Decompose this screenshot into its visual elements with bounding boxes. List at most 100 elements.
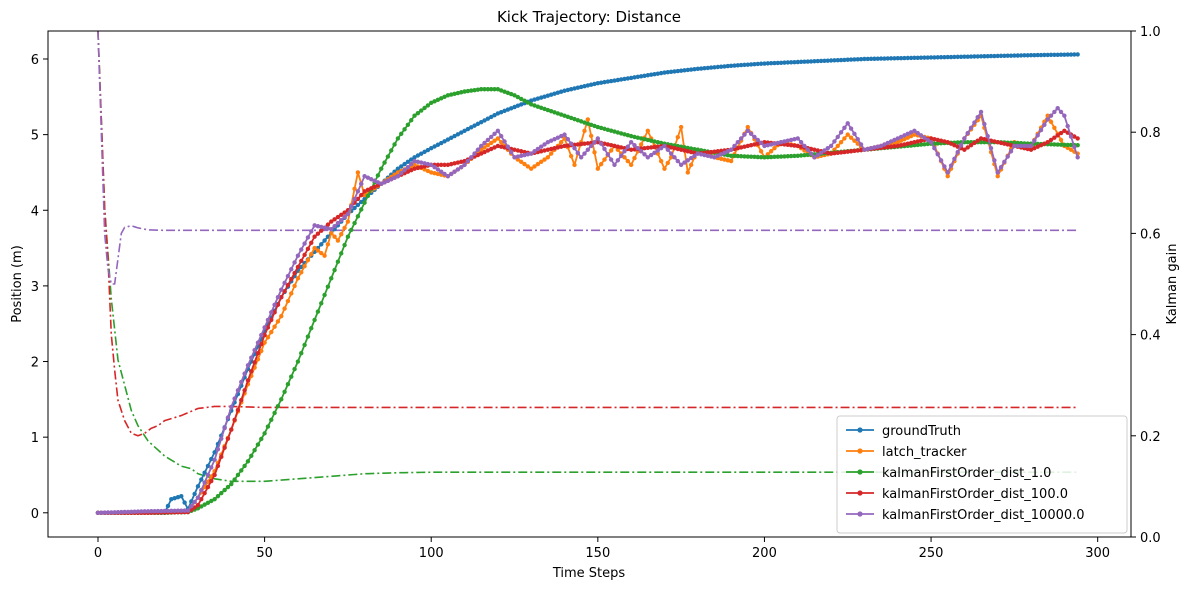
data-point	[795, 143, 800, 149]
legend-item: kalmanFirstOrder_dist_10000.0	[846, 508, 1085, 523]
data-point	[489, 140, 494, 146]
data-point	[745, 154, 750, 159]
data-point	[738, 62, 744, 68]
data-point	[452, 91, 457, 96]
data-point	[835, 143, 840, 149]
data-point	[382, 180, 387, 185]
data-point	[332, 234, 337, 239]
data-point	[282, 306, 287, 311]
data-point	[645, 73, 651, 78]
data-point	[285, 382, 291, 387]
data-point	[475, 121, 481, 127]
y-tick-label: 0	[31, 507, 39, 522]
data-point	[595, 124, 601, 130]
data-point	[1008, 143, 1014, 148]
data-point	[515, 157, 521, 162]
data-point	[345, 211, 351, 217]
data-point	[528, 151, 534, 156]
data-point	[395, 170, 401, 175]
data-point	[675, 134, 681, 140]
data-point	[429, 162, 434, 168]
data-point	[309, 251, 314, 257]
data-point	[532, 97, 537, 102]
data-point	[1048, 137, 1054, 143]
data-point	[668, 145, 674, 150]
data-point	[245, 459, 251, 464]
data-point	[982, 136, 987, 142]
data-point	[992, 158, 997, 163]
y-tick-label: 2	[31, 356, 39, 371]
data-point	[678, 147, 684, 152]
data-point	[465, 126, 471, 132]
data-point	[812, 155, 817, 160]
data-point	[558, 139, 564, 145]
data-point	[615, 144, 621, 149]
data-point	[315, 231, 321, 236]
data-point	[459, 90, 464, 95]
data-point	[675, 68, 681, 74]
data-point	[262, 340, 267, 345]
data-point	[995, 53, 1000, 59]
data-point	[718, 148, 724, 154]
data-point	[1045, 139, 1050, 145]
data-point	[932, 55, 937, 60]
data-point	[402, 161, 407, 167]
data-point	[718, 156, 724, 162]
data-point	[978, 109, 984, 115]
data-point	[592, 139, 597, 145]
data-point	[479, 143, 484, 149]
data-point	[272, 310, 277, 315]
data-point	[785, 60, 790, 65]
data-point	[145, 509, 151, 514]
data-point	[572, 116, 577, 122]
data-point	[292, 260, 297, 265]
data-point	[452, 161, 457, 166]
data-point	[888, 56, 894, 61]
data-point	[728, 153, 734, 158]
x-tick-label: 150	[585, 546, 610, 561]
data-point	[828, 151, 834, 156]
data-point	[235, 407, 241, 413]
data-point	[655, 144, 661, 149]
data-point	[482, 145, 487, 150]
data-point	[292, 283, 297, 289]
data-point	[355, 202, 361, 208]
data-point	[352, 196, 357, 202]
data-point	[555, 145, 561, 150]
data-point	[292, 366, 297, 372]
data-point	[345, 219, 351, 224]
data-point	[888, 139, 894, 144]
data-point	[252, 347, 257, 353]
data-point	[1075, 52, 1080, 57]
data-point	[802, 148, 807, 153]
data-point	[498, 139, 504, 145]
data-point	[462, 89, 467, 94]
y-axis-label: Position (m)	[10, 245, 25, 323]
data-point	[665, 70, 671, 75]
data-point	[1052, 109, 1057, 115]
legend: groundTruth latch_tracker kalmanFirstOrder…	[836, 415, 1128, 534]
data-point	[249, 369, 254, 374]
data-point	[515, 148, 521, 153]
data-point	[369, 186, 374, 191]
data-point	[935, 152, 940, 157]
data-point	[632, 147, 637, 152]
data-point	[852, 57, 857, 62]
data-point	[625, 76, 631, 81]
data-point	[722, 150, 727, 155]
data-point	[915, 130, 920, 136]
data-point	[648, 145, 654, 150]
data-point	[239, 379, 244, 385]
data-point	[878, 56, 884, 61]
legend-label: kalmanFirstOrder_dist_1.0	[882, 466, 1051, 481]
data-point	[548, 138, 554, 143]
data-point	[469, 155, 474, 160]
data-point	[895, 136, 900, 141]
data-point	[212, 457, 217, 463]
data-point	[495, 143, 501, 149]
data-point	[405, 169, 411, 174]
data-point	[392, 142, 397, 147]
data-point	[695, 66, 700, 72]
data-point	[255, 351, 261, 356]
